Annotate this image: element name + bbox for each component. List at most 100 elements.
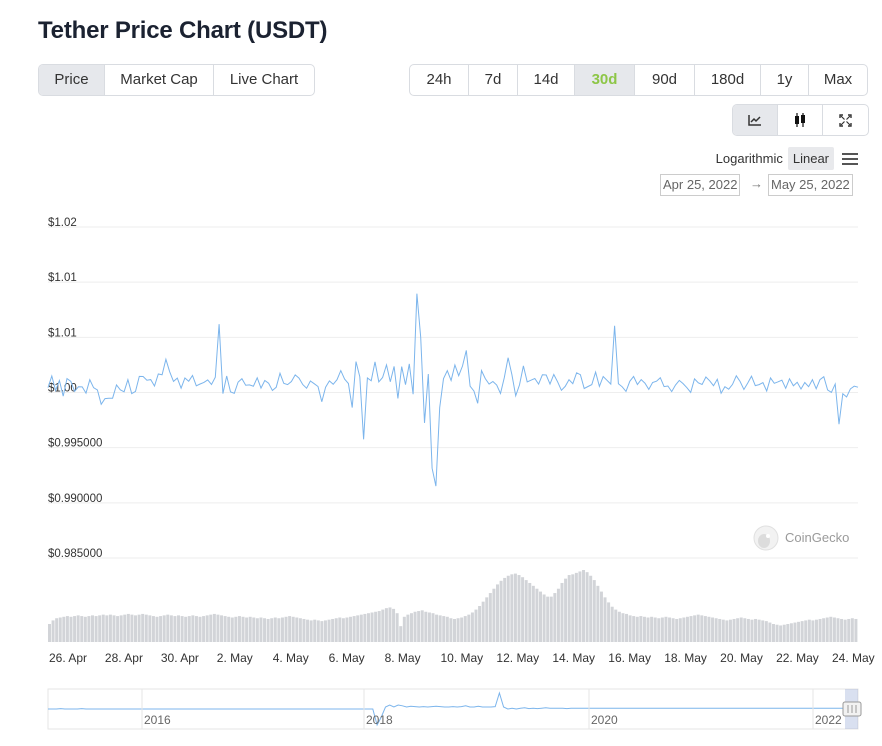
tab-market-cap[interactable]: Market Cap: [105, 65, 214, 95]
volume-bar: [159, 616, 163, 642]
volume-bar: [280, 617, 284, 642]
volume-bar: [445, 616, 449, 642]
volume-bar: [255, 618, 259, 642]
coingecko-watermark: CoinGecko: [753, 525, 849, 551]
volume-bar: [98, 615, 102, 642]
volume-bar: [134, 615, 138, 642]
volume-bar: [205, 615, 209, 642]
volume-bar: [273, 617, 277, 642]
volume-bar: [739, 617, 743, 642]
navigator-label: 2020: [591, 713, 618, 727]
range-90d[interactable]: 90d: [635, 65, 695, 95]
volume-bar: [241, 616, 245, 642]
volume-bar: [782, 624, 786, 642]
volume-bar: [62, 616, 66, 642]
volume-bar: [850, 618, 854, 642]
line-chart-button[interactable]: [733, 105, 778, 135]
x-tick-label: 4. May: [273, 651, 309, 665]
volume-bar: [91, 615, 94, 642]
range-24h[interactable]: 24h: [410, 65, 469, 95]
volume-bar: [166, 614, 170, 642]
range-7d[interactable]: 7d: [469, 65, 518, 95]
volume-bar: [248, 616, 252, 642]
volume-bar: [789, 623, 793, 642]
volume-bar: [141, 613, 145, 642]
tab-price[interactable]: Price: [39, 65, 105, 95]
volume-bar: [431, 613, 435, 642]
volume-bar: [413, 611, 417, 642]
x-tick-label: 14. May: [552, 651, 595, 665]
range-180d[interactable]: 180d: [695, 65, 761, 95]
time-range-tabs: 24h 7d 14d 30d 90d 180d 1y Max: [409, 64, 868, 96]
fullscreen-button[interactable]: [823, 105, 868, 135]
range-max[interactable]: Max: [823, 71, 853, 88]
volume-bar: [485, 597, 489, 642]
scale-linear[interactable]: Linear: [787, 147, 834, 170]
volume-bar: [137, 614, 141, 642]
volume-bar: [771, 624, 775, 642]
volume-bar: [331, 618, 335, 642]
volume-bar: [194, 616, 198, 642]
volume-bar: [596, 585, 600, 642]
volume-bar: [488, 593, 492, 642]
volume-bar: [574, 572, 578, 642]
volume-bar: [148, 615, 152, 642]
volume-bar: [55, 618, 59, 642]
volume-bar: [675, 618, 679, 642]
volume-bar: [521, 577, 525, 642]
x-tick-label: 30. Apr: [161, 651, 199, 665]
volume-bar: [119, 615, 123, 642]
volume-bar: [220, 615, 224, 642]
volume-bar: [786, 624, 790, 642]
x-tick-label: 22. May: [776, 651, 819, 665]
volume-bar: [381, 609, 385, 642]
menu-icon[interactable]: [842, 152, 858, 166]
volume-bar: [847, 618, 851, 642]
volume-bar: [503, 577, 507, 642]
date-from-input[interactable]: Apr 25, 2022: [660, 174, 741, 196]
volume-bar: [277, 618, 281, 642]
navigator-label: 2018: [366, 713, 393, 727]
volume-bar: [660, 617, 664, 642]
volume-bar: [234, 616, 238, 642]
y-tick-label: $0.995000: [48, 438, 102, 450]
volume-bar: [546, 596, 550, 642]
volume-bar: [721, 619, 725, 642]
y-tick-label: $1.00: [48, 383, 77, 395]
tab-live-chart[interactable]: Live Chart: [229, 71, 299, 88]
volume-bar: [668, 617, 672, 642]
range-1y[interactable]: 1y: [761, 65, 809, 95]
volume-bar: [169, 615, 173, 642]
volume-bar: [750, 619, 754, 642]
volume-bar: [711, 617, 715, 642]
volume-bar: [363, 613, 367, 642]
volume-bar: [223, 616, 227, 642]
volume-bar: [657, 618, 661, 642]
volume-bars: [48, 570, 858, 642]
volume-bar: [460, 617, 464, 642]
volume-bar: [761, 620, 765, 642]
x-tick-label: 6. May: [329, 651, 365, 665]
volume-bar: [499, 580, 503, 642]
x-tick-label: 8. May: [385, 651, 421, 665]
volume-bar: [535, 588, 539, 642]
volume-bar: [825, 617, 829, 642]
scale-logarithmic[interactable]: Logarithmic: [715, 151, 783, 166]
volume-bar: [685, 616, 689, 642]
volume-bar: [807, 619, 811, 642]
range-30d[interactable]: 30d: [575, 65, 635, 95]
volume-bar: [392, 608, 396, 642]
volume-bar: [341, 618, 345, 642]
volume-bar: [625, 613, 629, 642]
volume-bar: [438, 615, 442, 642]
volume-bar: [822, 618, 826, 642]
scale-selector: Logarithmic Linear: [711, 147, 858, 170]
date-to-input[interactable]: May 25, 2022: [768, 174, 853, 196]
volume-bar: [603, 597, 607, 642]
volume-bar: [478, 606, 482, 642]
volume-bar: [610, 606, 614, 642]
range-14d[interactable]: 14d: [518, 65, 575, 95]
candlestick-button[interactable]: [778, 105, 823, 135]
volume-bar: [700, 615, 704, 642]
